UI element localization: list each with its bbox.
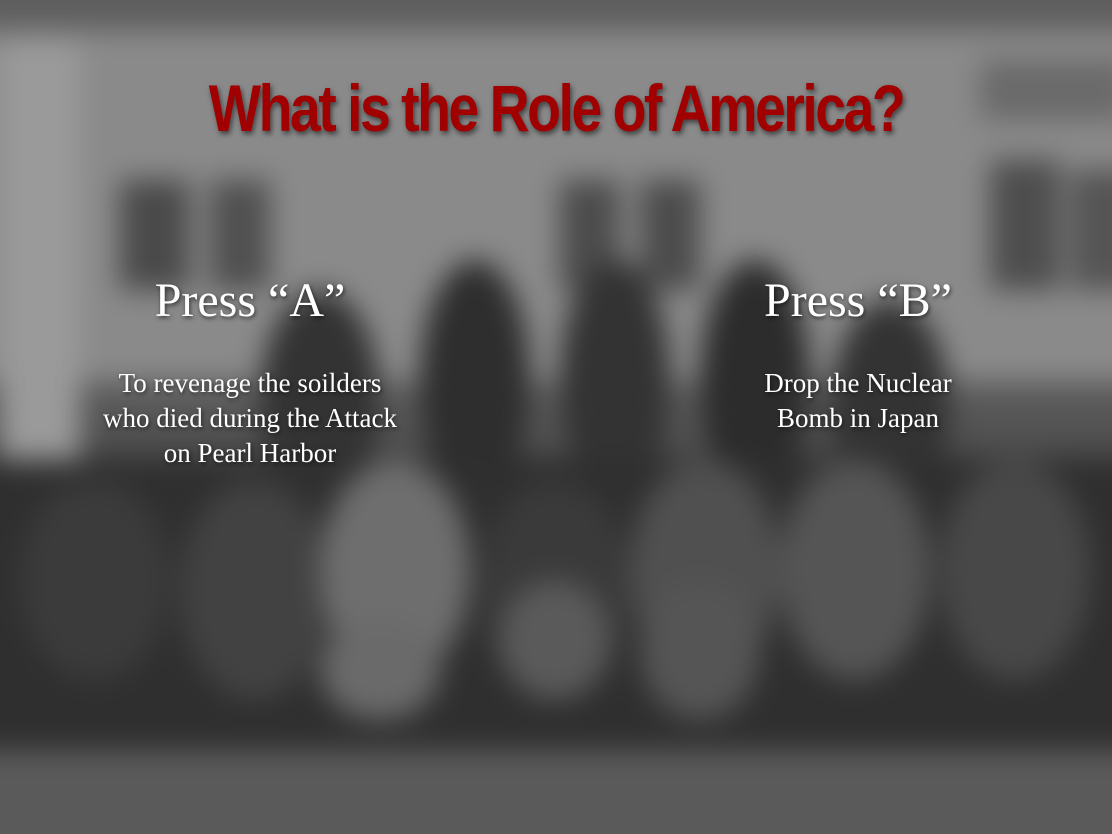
option-a-heading: Press “A” xyxy=(154,274,346,327)
option-a-description: To revenage the soilders who died during… xyxy=(103,368,397,468)
option-b-description: Drop the Nuclear Bomb in Japan xyxy=(764,368,952,433)
option-a[interactable]: Press “A” To revenage the soilders who d… xyxy=(50,268,450,471)
option-b-heading: Press “B” xyxy=(764,274,952,327)
option-b[interactable]: Press “B” Drop the Nuclear Bomb in Japan xyxy=(658,268,1058,436)
slide-title: What is the Role of America? xyxy=(208,71,906,145)
